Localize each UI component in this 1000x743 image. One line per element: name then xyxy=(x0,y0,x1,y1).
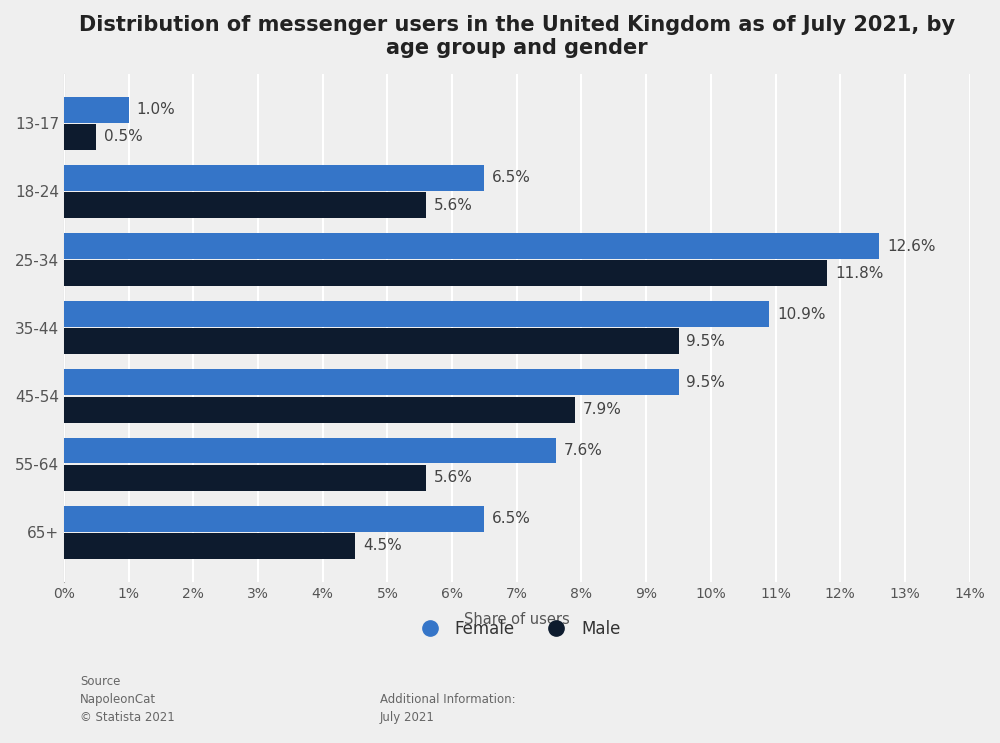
Bar xyxy=(64,506,484,531)
Title: Distribution of messenger users in the United Kingdom as of July 2021, by
age gr: Distribution of messenger users in the U… xyxy=(79,15,955,58)
Text: 7.6%: 7.6% xyxy=(563,443,602,458)
Text: 12.6%: 12.6% xyxy=(887,239,935,253)
Text: 9.5%: 9.5% xyxy=(686,334,725,349)
Bar xyxy=(64,397,575,423)
Bar xyxy=(64,328,679,354)
Text: 5.6%: 5.6% xyxy=(434,470,473,485)
Bar xyxy=(64,301,769,327)
Bar xyxy=(64,124,96,150)
Text: 5.6%: 5.6% xyxy=(434,198,473,212)
Bar xyxy=(64,97,129,123)
Bar xyxy=(64,192,426,218)
Text: 1.0%: 1.0% xyxy=(136,103,175,117)
Text: Source
NapoleonCat
© Statista 2021: Source NapoleonCat © Statista 2021 xyxy=(80,675,175,724)
Text: 6.5%: 6.5% xyxy=(492,170,531,185)
Text: 4.5%: 4.5% xyxy=(363,539,402,554)
Text: 9.5%: 9.5% xyxy=(686,374,725,390)
Legend: Female, Male: Female, Male xyxy=(406,614,627,645)
Text: 0.5%: 0.5% xyxy=(104,129,143,144)
Text: 7.9%: 7.9% xyxy=(583,402,622,417)
Bar xyxy=(64,165,484,191)
Bar xyxy=(64,438,556,464)
Text: 10.9%: 10.9% xyxy=(777,307,825,322)
Bar xyxy=(64,533,355,559)
Bar xyxy=(64,369,679,395)
Bar xyxy=(64,260,827,286)
Text: Additional Information:
July 2021: Additional Information: July 2021 xyxy=(380,693,516,724)
Text: 6.5%: 6.5% xyxy=(492,511,531,526)
X-axis label: Share of users: Share of users xyxy=(464,612,570,627)
Bar xyxy=(64,465,426,490)
Text: 11.8%: 11.8% xyxy=(835,266,883,281)
Bar xyxy=(64,233,879,259)
